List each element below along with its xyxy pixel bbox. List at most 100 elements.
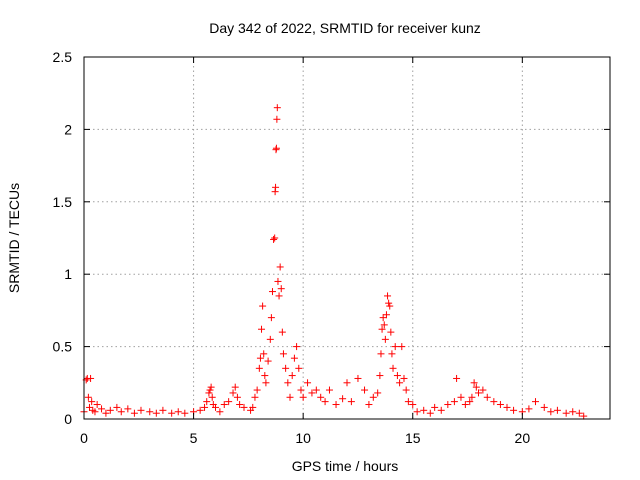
data-point: [117, 408, 125, 416]
data-point: [85, 403, 93, 411]
data-point: [575, 409, 583, 417]
data-point: [490, 398, 498, 406]
data-point: [450, 398, 458, 406]
data-point: [295, 364, 303, 372]
data-point: [276, 263, 284, 271]
data-point: [278, 328, 286, 336]
data-point: [293, 343, 301, 351]
data-point: [159, 406, 167, 414]
data-point: [562, 409, 570, 417]
data-point: [236, 401, 244, 409]
data-point: [369, 393, 377, 401]
data-point: [146, 408, 154, 416]
data-point: [547, 408, 555, 416]
data-point: [260, 350, 268, 358]
data-point: [205, 389, 213, 397]
data-point: [580, 412, 588, 420]
data-point: [398, 343, 406, 351]
data-point: [98, 405, 106, 413]
x-axis-label: GPS time / hours: [292, 458, 399, 474]
data-point: [388, 350, 396, 358]
data-point: [267, 314, 275, 322]
data-point: [259, 302, 267, 310]
data-point: [510, 406, 518, 414]
data-point: [393, 372, 401, 380]
x-tick-label: 15: [405, 430, 421, 446]
data-point: [391, 343, 399, 351]
y-tick-label: 0.5: [53, 339, 73, 355]
data-point: [268, 288, 276, 296]
data-point: [457, 393, 465, 401]
data-point: [225, 398, 233, 406]
data-point: [540, 403, 548, 411]
data-point: [308, 389, 316, 397]
data-point: [273, 104, 281, 112]
data-point: [253, 386, 261, 394]
data-point: [261, 372, 269, 380]
data-point: [453, 374, 461, 382]
data-point: [343, 379, 351, 387]
data-point: [297, 386, 305, 394]
data-point: [275, 292, 283, 300]
data-point: [426, 409, 434, 417]
data-point: [382, 311, 390, 319]
data-point: [240, 403, 248, 411]
y-tick-label: 1.5: [53, 194, 73, 210]
data-point: [93, 401, 101, 409]
y-tick-label: 1: [64, 266, 72, 282]
data-point: [553, 406, 561, 414]
data-point: [312, 386, 320, 394]
data-point: [273, 115, 281, 123]
data-point: [332, 401, 340, 409]
x-tick-label: 0: [80, 430, 88, 446]
data-point: [284, 379, 292, 387]
data-point: [255, 364, 263, 372]
data-point: [409, 401, 417, 409]
data-point: [249, 403, 257, 411]
data-point: [282, 364, 290, 372]
data-series: [80, 104, 588, 420]
data-point: [402, 386, 410, 394]
data-point: [496, 401, 504, 409]
data-point: [347, 398, 355, 406]
data-point: [87, 374, 95, 382]
data-point: [102, 409, 110, 417]
data-point: [272, 183, 280, 191]
data-point: [365, 401, 373, 409]
x-tick-label: 5: [190, 430, 198, 446]
data-point: [472, 383, 480, 391]
data-point: [374, 389, 382, 397]
data-point: [317, 393, 325, 401]
data-point: [277, 285, 285, 293]
data-point: [288, 372, 296, 380]
data-point: [384, 292, 392, 300]
data-point: [404, 398, 412, 406]
data-point: [279, 350, 287, 358]
data-point: [152, 409, 160, 417]
data-point: [208, 393, 216, 401]
data-point: [479, 386, 487, 394]
data-point: [137, 406, 145, 414]
data-point: [106, 406, 114, 414]
data-point: [569, 408, 577, 416]
data-point: [91, 408, 99, 416]
data-point: [503, 403, 511, 411]
chart-title: Day 342 of 2022, SRMTID for receiver kun…: [209, 20, 481, 36]
data-point: [444, 401, 452, 409]
data-point: [124, 405, 132, 413]
data-point: [84, 393, 92, 401]
x-tick-label: 10: [295, 430, 311, 446]
data-point: [206, 386, 214, 394]
data-point: [431, 403, 439, 411]
data-point: [420, 406, 428, 414]
data-point: [229, 389, 237, 397]
data-point: [386, 302, 394, 310]
y-tick-label: 0: [64, 411, 72, 427]
data-point: [525, 405, 533, 413]
data-point: [304, 379, 312, 387]
data-point: [385, 299, 393, 307]
data-point: [389, 364, 397, 372]
data-point: [207, 383, 215, 391]
axis-ticks: 0 5 10 15 20 0 0.5 1 1.5 2 2.5: [53, 49, 610, 446]
